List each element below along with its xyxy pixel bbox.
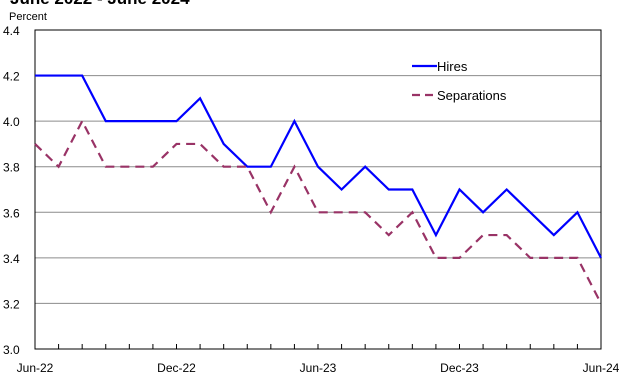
y-tick-label: 4.0	[3, 115, 20, 129]
series-line-separations	[34, 118, 602, 304]
y-tick-label: 3.0	[3, 343, 20, 357]
y-tick-label: 4.4	[3, 24, 20, 38]
y-axis-label: Percent	[9, 11, 47, 23]
x-tick-label: Dec-23	[440, 361, 479, 373]
x-tick-label: Jun-22	[17, 361, 54, 373]
y-tick-label: 3.4	[3, 252, 20, 266]
chart-title: June 2022 - June 2024	[10, 0, 190, 9]
x-tick-label: Dec-22	[157, 361, 196, 373]
x-tick-label: Jun-24	[583, 361, 620, 373]
plot-frame	[34, 29, 602, 350]
x-tick-label: Jun-23	[300, 361, 337, 373]
y-tick-label: 3.8	[3, 161, 20, 175]
y-tick-label: 4.2	[3, 70, 20, 84]
series-line-hires	[35, 74, 602, 259]
y-tick-label: 3.6	[3, 206, 20, 220]
legend-label-separations: Separations	[437, 88, 507, 103]
legend-label-hires: Hires	[437, 59, 468, 74]
y-tick-label: 3.2	[3, 297, 20, 311]
